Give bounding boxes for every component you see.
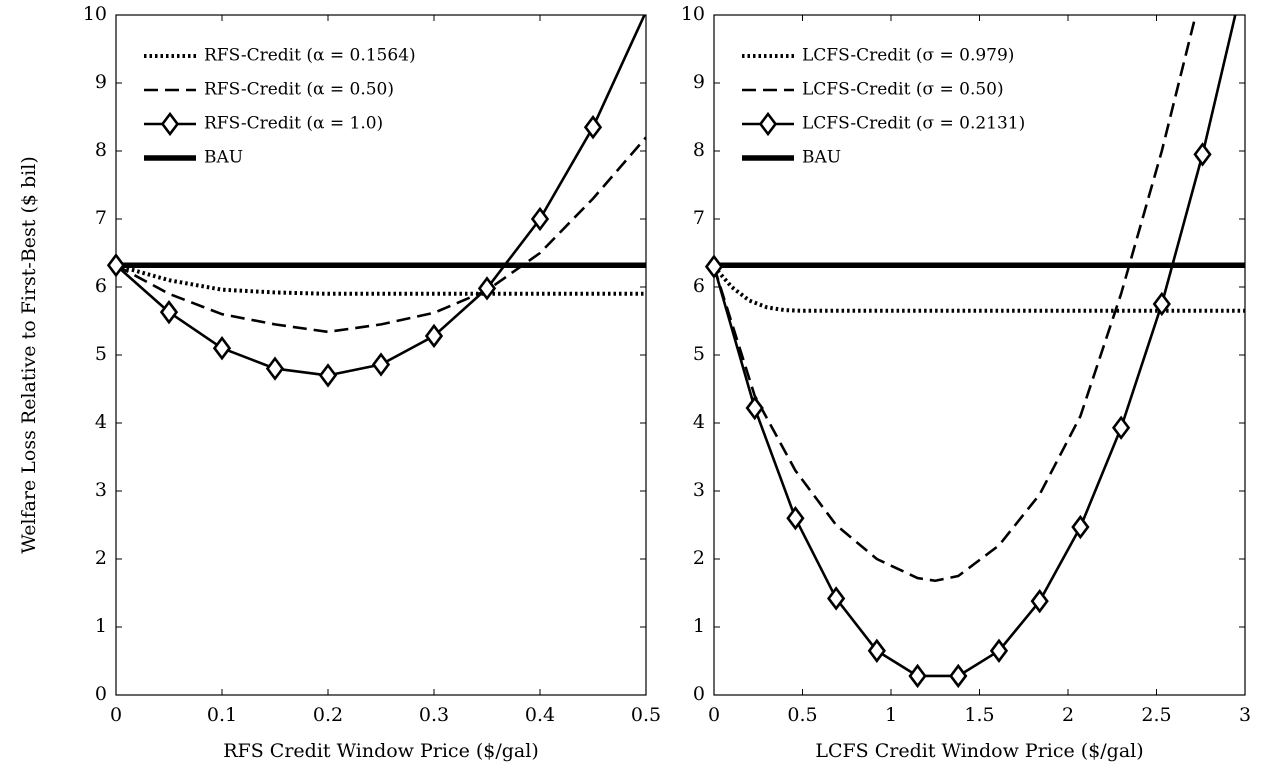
y-tick-label: 9 (693, 71, 705, 93)
y-tick-label: 9 (95, 71, 107, 93)
data-point-diamond (989, 638, 1009, 663)
x-tick-label: 0.3 (419, 704, 449, 726)
legend-label: LCFS-Credit (σ = 0.979) (802, 46, 1014, 66)
data-point-diamond (827, 586, 846, 611)
legend-marker-diamond (160, 111, 180, 137)
series-line-solid (116, 15, 646, 377)
plot-area (714, 15, 1245, 678)
legend: RFS-Credit (α = 0.1564) RFS-Credit (α = 0… (144, 46, 416, 168)
x-tick-label: 1.5 (964, 704, 994, 726)
data-point-diamond (1111, 415, 1131, 440)
data-point-diamond (371, 352, 391, 377)
y-tick-label: 2 (95, 547, 107, 569)
y-axis-title: Welfare Loss Relative to First-Best ($ b… (18, 156, 40, 553)
legend: LCFS-Credit (σ = 0.979) LCFS-Credit (σ = … (742, 46, 1025, 168)
y-tick-label: 4 (693, 411, 705, 433)
y-tick-label: 3 (693, 479, 705, 501)
legend-label: RFS-Credit (α = 1.0) (204, 114, 383, 134)
x-tick-label: 0 (110, 704, 122, 726)
legend-marker-diamond (758, 111, 778, 137)
x-tick-label: 0 (708, 704, 720, 726)
data-point-diamond (1193, 142, 1212, 167)
y-tick-label: 0 (693, 683, 705, 705)
series-line-dotted (116, 263, 646, 296)
y-tick-label: 7 (693, 207, 705, 229)
series-line-solid (714, 15, 1237, 678)
x-tick-label: 0.5 (631, 704, 661, 726)
legend-label: LCFS-Credit (σ = 0.50) (802, 80, 1004, 100)
x-tick-label: 0.4 (525, 704, 555, 726)
y-tick-label: 5 (693, 343, 705, 365)
y-tick-label: 10 (83, 3, 107, 25)
data-point-diamond (583, 115, 603, 140)
data-point-diamond (745, 395, 764, 421)
x-axis-title: LCFS Credit Window Price ($/gal) (815, 740, 1143, 762)
legend-label: RFS-Credit (α = 0.1564) (204, 46, 416, 66)
data-point-diamond (530, 206, 550, 232)
data-point-diamond (212, 336, 232, 361)
series-line-dotted (714, 265, 1245, 313)
plot-area (116, 15, 646, 377)
series-line-dashed (714, 15, 1198, 583)
y-tick-label: 7 (95, 207, 107, 229)
series-line-dashed (116, 136, 646, 334)
data-point-diamond (265, 356, 285, 381)
y-tick-label: 8 (95, 139, 107, 161)
y-tick-label: 5 (95, 343, 107, 365)
data-point-diamond (786, 506, 805, 531)
legend-label: BAU (204, 148, 243, 168)
x-tick-label: 2.5 (1141, 704, 1171, 726)
data-point-diamond (318, 363, 338, 388)
y-tick-label: 4 (95, 411, 107, 433)
x-tick-label: 0.2 (313, 704, 343, 726)
y-tick-label: 6 (693, 275, 705, 297)
y-tick-label: 1 (693, 615, 705, 637)
data-point-diamond (949, 663, 968, 689)
legend-label: RFS-Credit (α = 0.50) (204, 80, 394, 100)
right-chart-panel: 0 0.5 1 1.5 2 2.5 3 0 1 2 3 4 5 6 7 8 9 10 LCFS Credit Win… (681, 3, 1251, 762)
y-tick-label: 10 (681, 3, 705, 25)
legend-label: BAU (802, 148, 841, 168)
data-point-diamond (1071, 514, 1090, 540)
data-point-diamond (424, 323, 444, 349)
data-point-diamond (159, 299, 179, 325)
data-point-diamond (1152, 291, 1171, 317)
data-point-diamond (704, 254, 724, 279)
y-tick-label: 3 (95, 479, 107, 501)
y-tick-label: 6 (95, 275, 107, 297)
data-point-diamond (908, 663, 927, 689)
x-tick-label: 3 (1239, 704, 1251, 726)
legend-label: LCFS-Credit (σ = 0.2131) (802, 114, 1025, 134)
data-point-diamond (1030, 588, 1049, 614)
data-point-diamond (106, 253, 126, 278)
y-tick-label: 0 (95, 683, 107, 705)
left-chart-panel: 0 0.1 0.2 0.3 0.4 0.5 0 1 2 3 4 5 6 7 8 9 10 RFS Credit W… (83, 3, 661, 762)
y-tick-label: 2 (693, 547, 705, 569)
y-tick-label: 8 (693, 139, 705, 161)
x-tick-label: 2 (1062, 704, 1074, 726)
x-tick-label: 0.1 (207, 704, 237, 726)
x-axis-title: RFS Credit Window Price ($/gal) (223, 740, 539, 762)
x-tick-label: 1 (885, 704, 897, 726)
x-tick-label: 0.5 (787, 704, 817, 726)
y-tick-label: 1 (95, 615, 107, 637)
data-point-diamond (867, 638, 886, 663)
data-point-diamond (477, 276, 497, 301)
